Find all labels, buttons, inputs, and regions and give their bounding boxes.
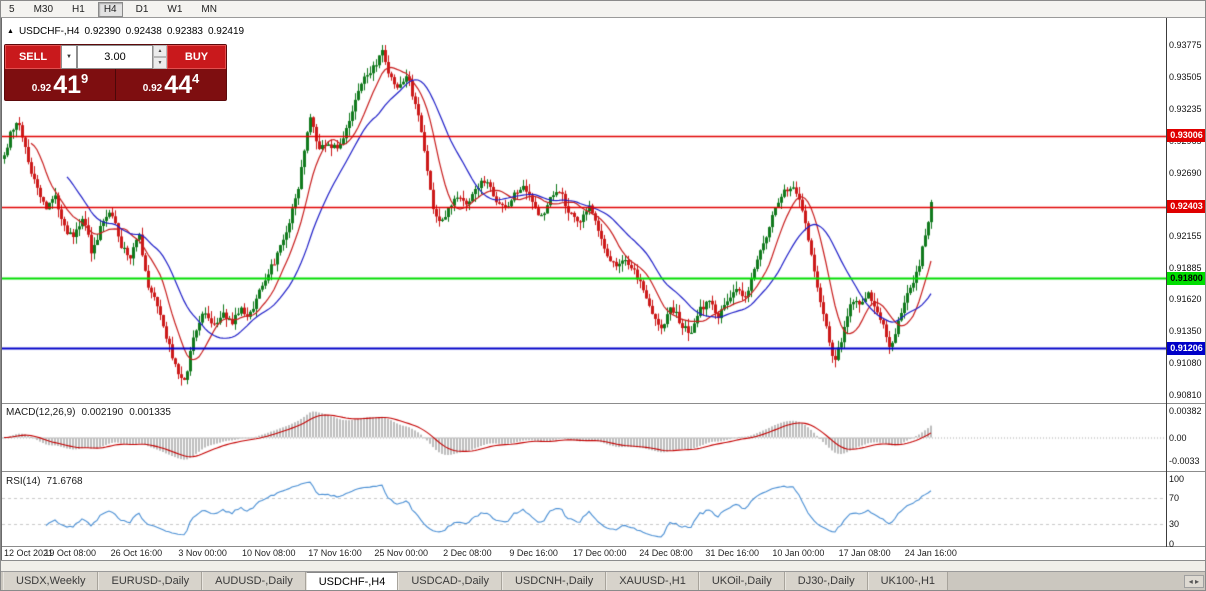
chart-tab-uk100-h1[interactable]: UK100-,H1 <box>867 572 949 590</box>
bid-big-digits: 41 <box>53 71 82 99</box>
timeframe-button-d1[interactable]: D1 <box>135 3 149 15</box>
time-axis-label: 9 Dec 16:00 <box>509 548 558 558</box>
bid-prefix: 0.92 <box>31 83 52 94</box>
time-axis-label: 10 Jan 00:00 <box>772 548 825 558</box>
time-axis-label: 17 Nov 16:00 <box>308 548 362 558</box>
rsi-value: 71.6768 <box>46 476 83 487</box>
price-scale-label: 0.92690 <box>1169 168 1202 179</box>
time-axis-label: 19 Oct 08:00 <box>44 548 96 558</box>
chart-tabs-bar: USDX,Weekly EURUSD-,Daily AUDUSD-,Daily USD… <box>1 571 1205 590</box>
price-scale-label: 0.91620 <box>1169 294 1202 305</box>
quote-header: ▲ USDCHF-,H4 0.92390 0.92438 0.92383 0.92419 <box>7 26 249 37</box>
macd-pane-canvas[interactable] <box>2 404 1166 471</box>
timeframe-button-w1[interactable]: W1 <box>167 3 183 15</box>
ask-pip-digit: 4 <box>192 71 200 86</box>
ask-prefix: 0.92 <box>142 83 163 94</box>
time-axis-label: 25 Nov 00:00 <box>374 548 428 558</box>
bar-open-value: 0.92390 <box>84 26 121 37</box>
symbol-label: USDCHF-,H4 <box>18 26 80 37</box>
volume-input[interactable] <box>77 45 153 69</box>
rsi-name: RSI(14) <box>6 476 41 487</box>
timeframe-button-h1[interactable]: H1 <box>72 3 85 15</box>
price-line-tag[interactable]: 0.91800 <box>1167 271 1205 285</box>
pane-separator <box>2 546 1205 547</box>
volume-dropdown-icon[interactable]: ▼ <box>61 45 77 69</box>
ask-big-digits: 44 <box>164 71 193 99</box>
price-line-tag[interactable]: 0.93006 <box>1167 129 1205 143</box>
price-scale-label: 0.93235 <box>1169 103 1202 114</box>
buy-button[interactable]: BUY <box>167 45 226 69</box>
collapse-arrow-icon[interactable]: ▲ <box>7 28 14 35</box>
bid-pip-digit: 9 <box>81 71 89 86</box>
ask-price-display[interactable]: 0.92 44 4 <box>115 69 226 100</box>
timeframe-bar: 5 M30 H1 H4 D1 W1 MN <box>3 1 230 17</box>
rsi-indicator-label: RSI(14) 71.6768 <box>6 476 89 487</box>
chart-tab-usdcnh-daily[interactable]: USDCNH-,Daily <box>501 572 607 590</box>
chart-tab-usdcad-daily[interactable]: USDCAD-,Daily <box>398 572 502 590</box>
macd-scale-label: -0.0033 <box>1169 456 1200 467</box>
price-line-tag[interactable]: 0.91206 <box>1167 341 1205 355</box>
chart-window: ▲ USDCHF-,H4 0.92390 0.92438 0.92383 0.92419 … <box>1 18 1205 560</box>
rsi-scale-label: 0 <box>1169 539 1175 549</box>
volume-stepper: ▲ ▼ <box>153 45 167 69</box>
time-axis-label: 2 Dec 08:00 <box>443 548 492 558</box>
one-click-trading-panel: SELL ▼ ▲ ▼ BUY 0.92 41 9 0.92 44 4 <box>4 44 227 101</box>
price-scale-label: 0.93775 <box>1169 40 1202 50</box>
price-scale-label: 0.93505 <box>1169 71 1202 82</box>
volume-up-icon[interactable]: ▲ <box>153 45 167 57</box>
pane-separator[interactable] <box>2 471 1205 472</box>
price-scale-divider <box>1166 18 1167 547</box>
chart-tab-ukoil-daily[interactable]: UKOil-,Daily <box>698 572 785 590</box>
bid-price-display[interactable]: 0.92 41 9 <box>5 69 115 100</box>
price-scale-label: 0.92155 <box>1169 231 1202 242</box>
price-scale-label: 0.91885 <box>1169 263 1202 274</box>
rsi-pane-canvas[interactable] <box>2 472 1166 546</box>
time-axis-label: 24 Jan 16:00 <box>904 548 957 558</box>
macd-main-value: 0.002190 <box>81 407 124 418</box>
time-axis-label: 17 Jan 08:00 <box>838 548 891 558</box>
time-axis-label: 17 Dec 00:00 <box>573 548 627 558</box>
time-axis-label: 24 Dec 08:00 <box>639 548 693 558</box>
sell-button[interactable]: SELL <box>5 45 61 69</box>
tab-scroll-buttons[interactable]: ◂ ▸ <box>1183 575 1204 588</box>
time-axis-label: 3 Nov 00:00 <box>178 548 227 558</box>
macd-scale-label: 0.00382 <box>1169 406 1202 416</box>
time-axis-label: 10 Nov 08:00 <box>242 548 296 558</box>
timeframe-button-m30[interactable]: M30 <box>33 3 54 15</box>
chart-tab-xauusd-h1[interactable]: XAUUSD-,H1 <box>606 572 699 590</box>
time-axis-label: 31 Dec 16:00 <box>705 548 759 558</box>
bar-close-value: 0.92419 <box>207 26 245 37</box>
macd-signal-value: 0.001335 <box>129 407 171 418</box>
timeframe-button-mn[interactable]: MN <box>201 3 217 15</box>
time-axis: 12 Oct 2021 19 Oct 08:00 26 Oct 16:00 3 Nov… <box>2 547 1166 560</box>
timeframe-toolbar: 5 M30 H1 H4 D1 W1 MN <box>1 1 1205 18</box>
rsi-scale-label: 70 <box>1169 493 1180 504</box>
chart-tab-dj30-daily[interactable]: DJ30-,Daily <box>784 572 868 590</box>
rsi-scale-label: 100 <box>1169 473 1185 484</box>
chart-tab-eurusd-daily[interactable]: EURUSD-,Daily <box>98 572 203 590</box>
time-axis-label: 12 Oct 2021 <box>4 548 54 558</box>
pane-separator[interactable] <box>2 403 1205 404</box>
chart-tab-usdx-weekly[interactable]: USDX,Weekly <box>3 572 99 590</box>
macd-scale-label: 0.00 <box>1169 433 1187 443</box>
rsi-scale-label: 30 <box>1169 519 1180 530</box>
scroll-strip[interactable] <box>1 560 1205 571</box>
volume-down-icon[interactable]: ▼ <box>153 57 167 69</box>
bar-low-value: 0.92383 <box>166 26 203 37</box>
macd-indicator-label: MACD(12,26,9) 0.002190 0.001335 <box>6 407 177 418</box>
price-scale-label: 0.91080 <box>1169 358 1202 369</box>
bar-high-value: 0.92438 <box>125 26 162 37</box>
time-axis-label: 26 Oct 16:00 <box>110 548 163 558</box>
price-scale-label: 0.91350 <box>1169 326 1202 337</box>
timeframe-button-h4[interactable]: H4 <box>97 1 123 17</box>
price-line-tag[interactable]: 0.92403 <box>1167 200 1205 214</box>
chart-tab-usdchf-h4[interactable]: USDCHF-,H4 <box>305 572 399 590</box>
timeframe-button-5[interactable]: 5 <box>9 3 15 15</box>
chart-tab-audusd-daily[interactable]: AUDUSD-,Daily <box>202 572 306 590</box>
macd-name: MACD(12,26,9) <box>6 407 76 418</box>
price-scale-label: 0.90810 <box>1169 390 1202 400</box>
